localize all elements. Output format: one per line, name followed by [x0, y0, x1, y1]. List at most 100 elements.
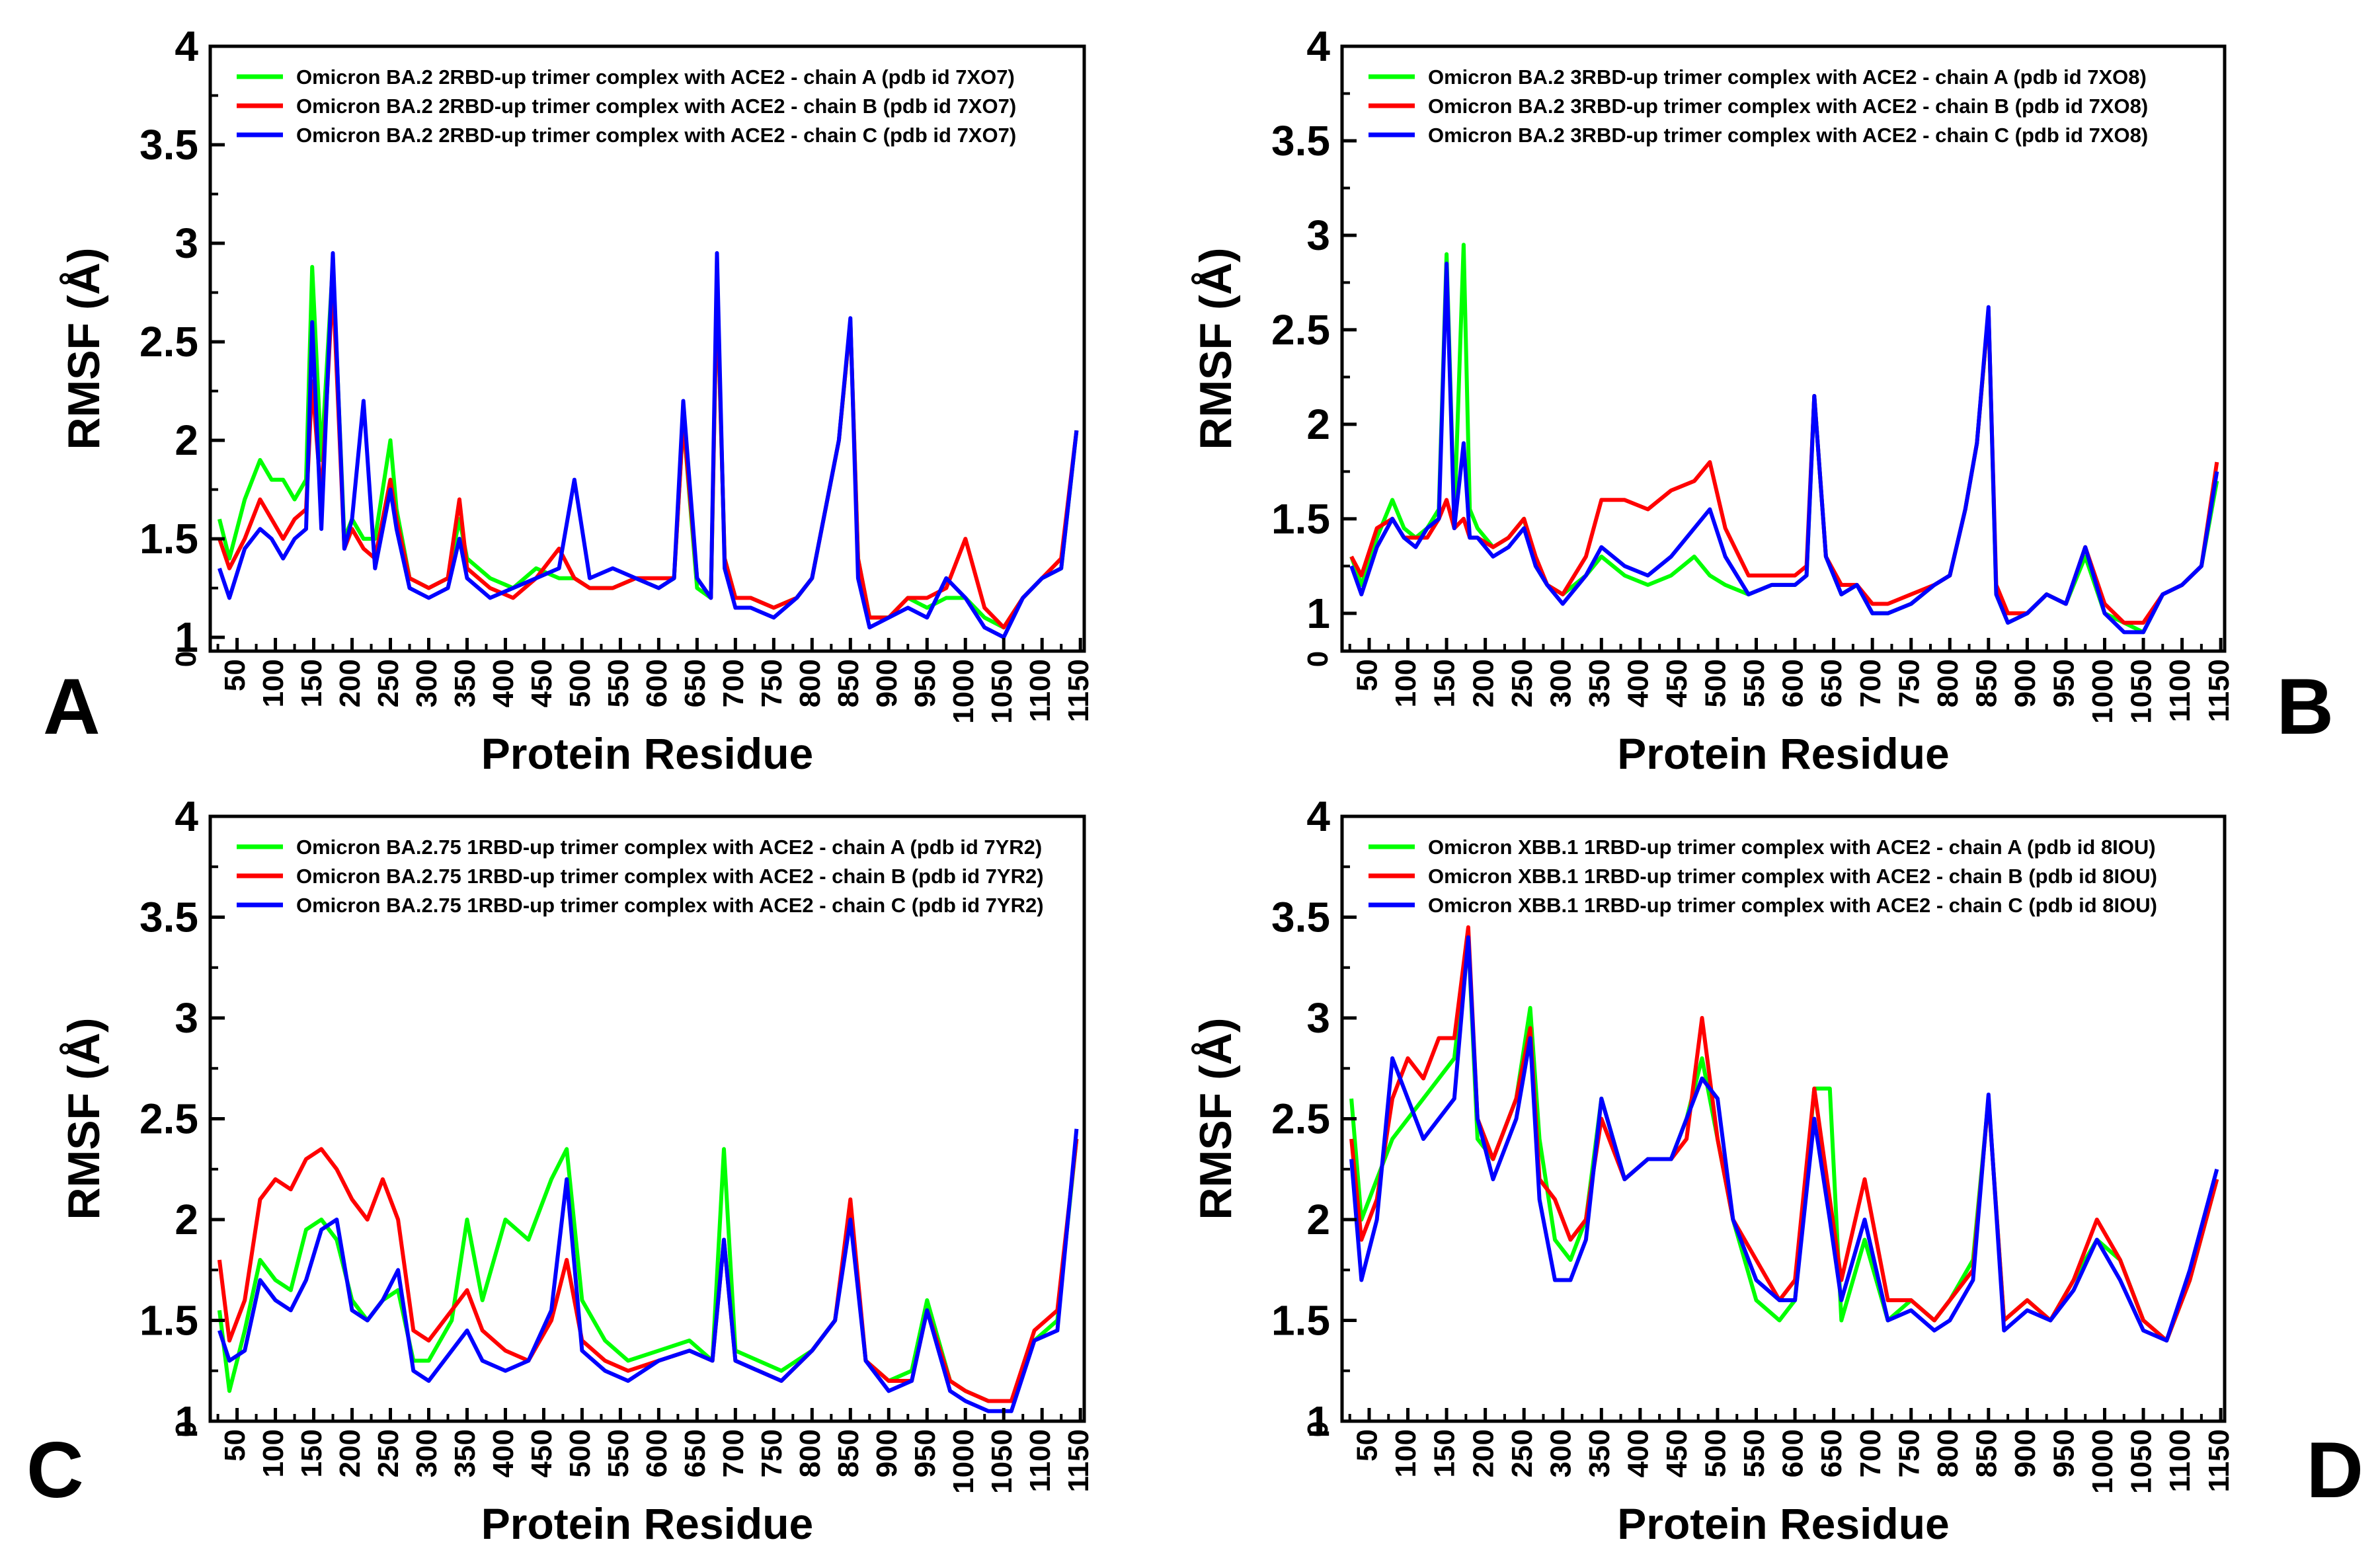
x-tick-label: 200 [334, 1429, 366, 1477]
y-tick-label: 1.5 [139, 515, 198, 563]
x-tick-label: 200 [334, 659, 366, 707]
x-tick-label: 300 [411, 1429, 443, 1477]
legend-entry: Omicron XBB.1 1RBD-up trimer complex wit… [1428, 865, 2157, 888]
y-tick-label: 2 [1306, 401, 1330, 448]
x-tick-label: 450 [1661, 1429, 1693, 1477]
x-tick-label: 50 [1351, 659, 1384, 691]
panel-B: 1 1.5 2 2.5 3 3.5 4 0 50 100 150 200 250 300 350 400 450… [1191, 22, 2334, 778]
x-tick-label: 450 [1661, 659, 1693, 707]
x-tick-label: 100 [257, 659, 290, 707]
x-tick-label: 1050 [986, 659, 1018, 724]
x-tick-label: 100 [1390, 659, 1422, 707]
panel-letter-d: D [2306, 1426, 2363, 1514]
x-tick-label: 800 [794, 659, 826, 707]
y-axis-label: RMSF (Å) [1191, 1018, 1241, 1220]
series-line-chain-b [218, 280, 1079, 630]
y-tick-label: 3 [175, 994, 198, 1042]
y-tick-label: 3 [1306, 994, 1330, 1042]
x-tick-label: 350 [1583, 1429, 1616, 1477]
panel-letter-c: C [26, 1426, 84, 1514]
legend-entry: Omicron XBB.1 1RBD-up trimer complex wit… [1428, 836, 2156, 859]
y-tick-label: 2.5 [1271, 306, 1330, 354]
legend-entry: Omicron BA.2 2RBD-up trimer complex with… [296, 95, 1016, 118]
x-tick-label: 900 [2009, 1429, 2042, 1477]
x-tick-label: 300 [411, 659, 443, 707]
x-tick-label: 250 [372, 659, 405, 707]
y-tick-label: 3.5 [139, 121, 198, 169]
y-tick-label: 2 [175, 1196, 198, 1243]
y-tick-label: 3.5 [1271, 117, 1330, 165]
x-tick-label: 1000 [947, 1429, 980, 1494]
x-tick-label: 700 [717, 1429, 750, 1477]
x-tick-label: 550 [1738, 1429, 1770, 1477]
plot-frame [208, 44, 1086, 653]
x-tick-label: 550 [602, 1429, 635, 1477]
x-tick-label: 900 [871, 1429, 903, 1477]
x-tick-label: 250 [1506, 1429, 1538, 1477]
x-tick-label: 950 [909, 1429, 941, 1477]
series-line-chain-c [218, 1128, 1079, 1413]
x-tick-label: 50 [219, 1429, 251, 1462]
x-tick-label: 650 [1815, 1429, 1848, 1477]
x-tick-label: 300 [1544, 659, 1577, 707]
x-tick-label: 600 [1777, 1429, 1809, 1477]
x-axis-label: Protein Residue [481, 1499, 813, 1548]
series-line-chain-a [217, 260, 1079, 630]
y-tick-label: 2.5 [1271, 1095, 1330, 1143]
series-line-chain-c [218, 251, 1079, 640]
x-tick-label: 150 [1429, 659, 1461, 707]
x-tick-label: 50 [1351, 1429, 1384, 1462]
x-tick-label: 100 [257, 1429, 290, 1477]
y-tick-label: 4 [175, 22, 198, 70]
x-tick-label: 150 [296, 1429, 328, 1477]
x-tick-label: 1050 [986, 1429, 1018, 1494]
x-tick-label: 450 [526, 1429, 558, 1477]
x-axis-label: Protein Residue [1617, 729, 1949, 778]
x-tick-label: 1100 [2164, 659, 2196, 722]
x-tick-label: 400 [1622, 659, 1654, 707]
y-tick-label: 3.5 [139, 894, 198, 941]
x-tick-label: 800 [1932, 1429, 1964, 1477]
y-axis-label: RMSF (Å) [59, 248, 109, 450]
panel-letter-a: A [43, 662, 100, 751]
x-axis-label: Protein Residue [1617, 1499, 1949, 1548]
x-tick-label: 450 [526, 659, 558, 707]
x-tick-label: 150 [1429, 1429, 1461, 1477]
x-tick-label: 1100 [1024, 1429, 1056, 1492]
x-tick-label: 100 [1390, 1429, 1422, 1477]
x-tick-label-zero: 0 [1302, 1421, 1334, 1437]
y-tick-label: 1 [175, 1397, 198, 1445]
y-tick-label: 1.5 [1271, 495, 1330, 543]
x-tick-label: 550 [602, 659, 635, 707]
panel-letter-b: B [2276, 662, 2334, 751]
x-tick-label: 150 [296, 659, 328, 707]
y-tick-label: 1.5 [139, 1297, 198, 1345]
x-tick-label: 1100 [2164, 1429, 2196, 1492]
y-tick-label: 1.5 [1271, 1297, 1330, 1345]
x-tick-label: 850 [832, 1429, 865, 1477]
y-tick-label: 1 [1306, 590, 1330, 637]
plot-frame [1340, 44, 2227, 653]
x-tick-label: 950 [2048, 659, 2081, 707]
legend-entry: Omicron BA.2.75 1RBD-up trimer complex w… [296, 836, 1042, 859]
x-tick-label: 500 [564, 659, 596, 707]
x-tick-label: 650 [679, 659, 711, 707]
x-tick-label: 900 [2009, 659, 2042, 707]
x-tick-label: 400 [1622, 1429, 1654, 1477]
x-tick-label: 750 [1893, 659, 1925, 707]
x-tick-label: 1150 [2203, 659, 2235, 722]
x-tick-label: 950 [909, 659, 941, 707]
x-tick-label: 1150 [1062, 659, 1095, 722]
x-tick-label: 250 [1506, 659, 1538, 707]
legend-entry: Omicron BA.2 2RBD-up trimer complex with… [296, 124, 1016, 147]
series-line-chain-a [217, 1138, 1079, 1403]
y-axis-label: RMSF (Å) [1191, 248, 1241, 450]
legend-entry: Omicron BA.2.75 1RBD-up trimer complex w… [296, 865, 1044, 888]
x-tick-label: 500 [564, 1429, 596, 1477]
x-tick-label: 700 [717, 659, 750, 707]
y-tick-label: 2 [1306, 1196, 1330, 1243]
y-tick-label: 1 [1306, 1397, 1330, 1445]
x-tick-label: 500 [1700, 1429, 1732, 1477]
x-tick-label-zero: 0 [170, 651, 202, 667]
